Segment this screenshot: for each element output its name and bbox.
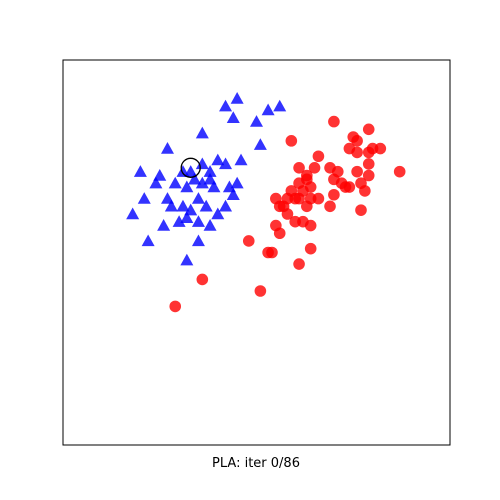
triangle-point bbox=[153, 169, 167, 181]
triangle-point bbox=[219, 199, 233, 212]
triangle-point bbox=[157, 219, 171, 231]
triangle-point bbox=[211, 153, 225, 166]
circle-point bbox=[262, 246, 274, 259]
circle-point bbox=[362, 123, 375, 136]
triangle-point bbox=[137, 192, 151, 204]
triangle-point bbox=[230, 92, 244, 104]
triangle-point bbox=[176, 199, 190, 212]
triangle-point bbox=[203, 219, 217, 231]
triangle-point bbox=[222, 180, 236, 193]
triangle-point bbox=[195, 157, 209, 170]
triangle-point bbox=[141, 234, 155, 247]
triangle-point bbox=[195, 176, 209, 189]
circle-point bbox=[312, 192, 325, 205]
circle-point bbox=[374, 142, 387, 155]
triangle-point bbox=[191, 192, 205, 204]
triangle-point bbox=[168, 176, 182, 189]
triangle-point bbox=[226, 188, 240, 200]
circle-point bbox=[362, 169, 375, 182]
circle-point bbox=[324, 200, 336, 213]
triangle-point bbox=[133, 165, 147, 177]
circle-point bbox=[328, 188, 340, 201]
chart-caption: PLA: iter 0/86 bbox=[212, 456, 300, 471]
circle-point bbox=[308, 162, 321, 174]
triangle-point bbox=[199, 199, 213, 212]
circle-point bbox=[254, 285, 267, 297]
circle-point bbox=[285, 135, 298, 147]
triangle-point bbox=[211, 207, 225, 220]
circle-point bbox=[242, 235, 255, 247]
circle-point bbox=[362, 146, 375, 159]
triangle-point bbox=[176, 165, 190, 177]
triangle-point bbox=[184, 203, 198, 216]
circle-point bbox=[196, 273, 209, 286]
circle-point bbox=[273, 227, 286, 240]
circle-point bbox=[362, 158, 375, 170]
circle-point bbox=[293, 192, 305, 205]
triangle-point bbox=[164, 199, 178, 212]
circle-point bbox=[304, 219, 317, 232]
chart-marks bbox=[126, 92, 406, 313]
circle-point bbox=[351, 146, 363, 159]
triangle-point bbox=[219, 157, 233, 170]
circle-point bbox=[304, 242, 317, 255]
circle-point bbox=[328, 115, 340, 128]
circle-point bbox=[169, 300, 182, 313]
triangle-point bbox=[195, 126, 209, 139]
triangle-point bbox=[180, 253, 194, 266]
triangle-point bbox=[172, 215, 186, 227]
triangle-point bbox=[273, 99, 287, 112]
highlighted-point-ring bbox=[180, 157, 201, 178]
circle-point bbox=[293, 258, 305, 270]
triangle-point bbox=[188, 172, 202, 185]
triangle-point bbox=[234, 153, 248, 166]
circle-point bbox=[393, 165, 406, 178]
triangle-point bbox=[191, 215, 205, 227]
triangle-point bbox=[180, 180, 194, 193]
triangle-point bbox=[219, 99, 233, 112]
triangle-point bbox=[203, 165, 217, 177]
triangle-point bbox=[160, 142, 174, 154]
circle-point bbox=[281, 208, 294, 220]
triangle-point bbox=[250, 115, 263, 127]
triangle-point bbox=[230, 176, 244, 189]
triangle-point bbox=[253, 138, 267, 150]
circle-point bbox=[301, 200, 313, 213]
circle-point bbox=[351, 135, 363, 147]
triangle-point bbox=[126, 207, 140, 220]
circle-point bbox=[359, 185, 371, 197]
triangle-point bbox=[160, 192, 174, 204]
triangle-point bbox=[203, 172, 217, 185]
triangle-point bbox=[149, 176, 163, 189]
triangle-point bbox=[180, 211, 194, 224]
triangle-point bbox=[191, 234, 205, 247]
triangle-point bbox=[226, 111, 240, 123]
circle-point bbox=[355, 204, 367, 216]
triangle-point bbox=[261, 103, 275, 116]
circle-point bbox=[312, 150, 325, 163]
circle-point bbox=[270, 192, 282, 205]
triangle-point bbox=[207, 180, 221, 193]
circle-point bbox=[293, 162, 305, 174]
circle-point bbox=[351, 165, 363, 178]
circle-point bbox=[343, 181, 356, 193]
